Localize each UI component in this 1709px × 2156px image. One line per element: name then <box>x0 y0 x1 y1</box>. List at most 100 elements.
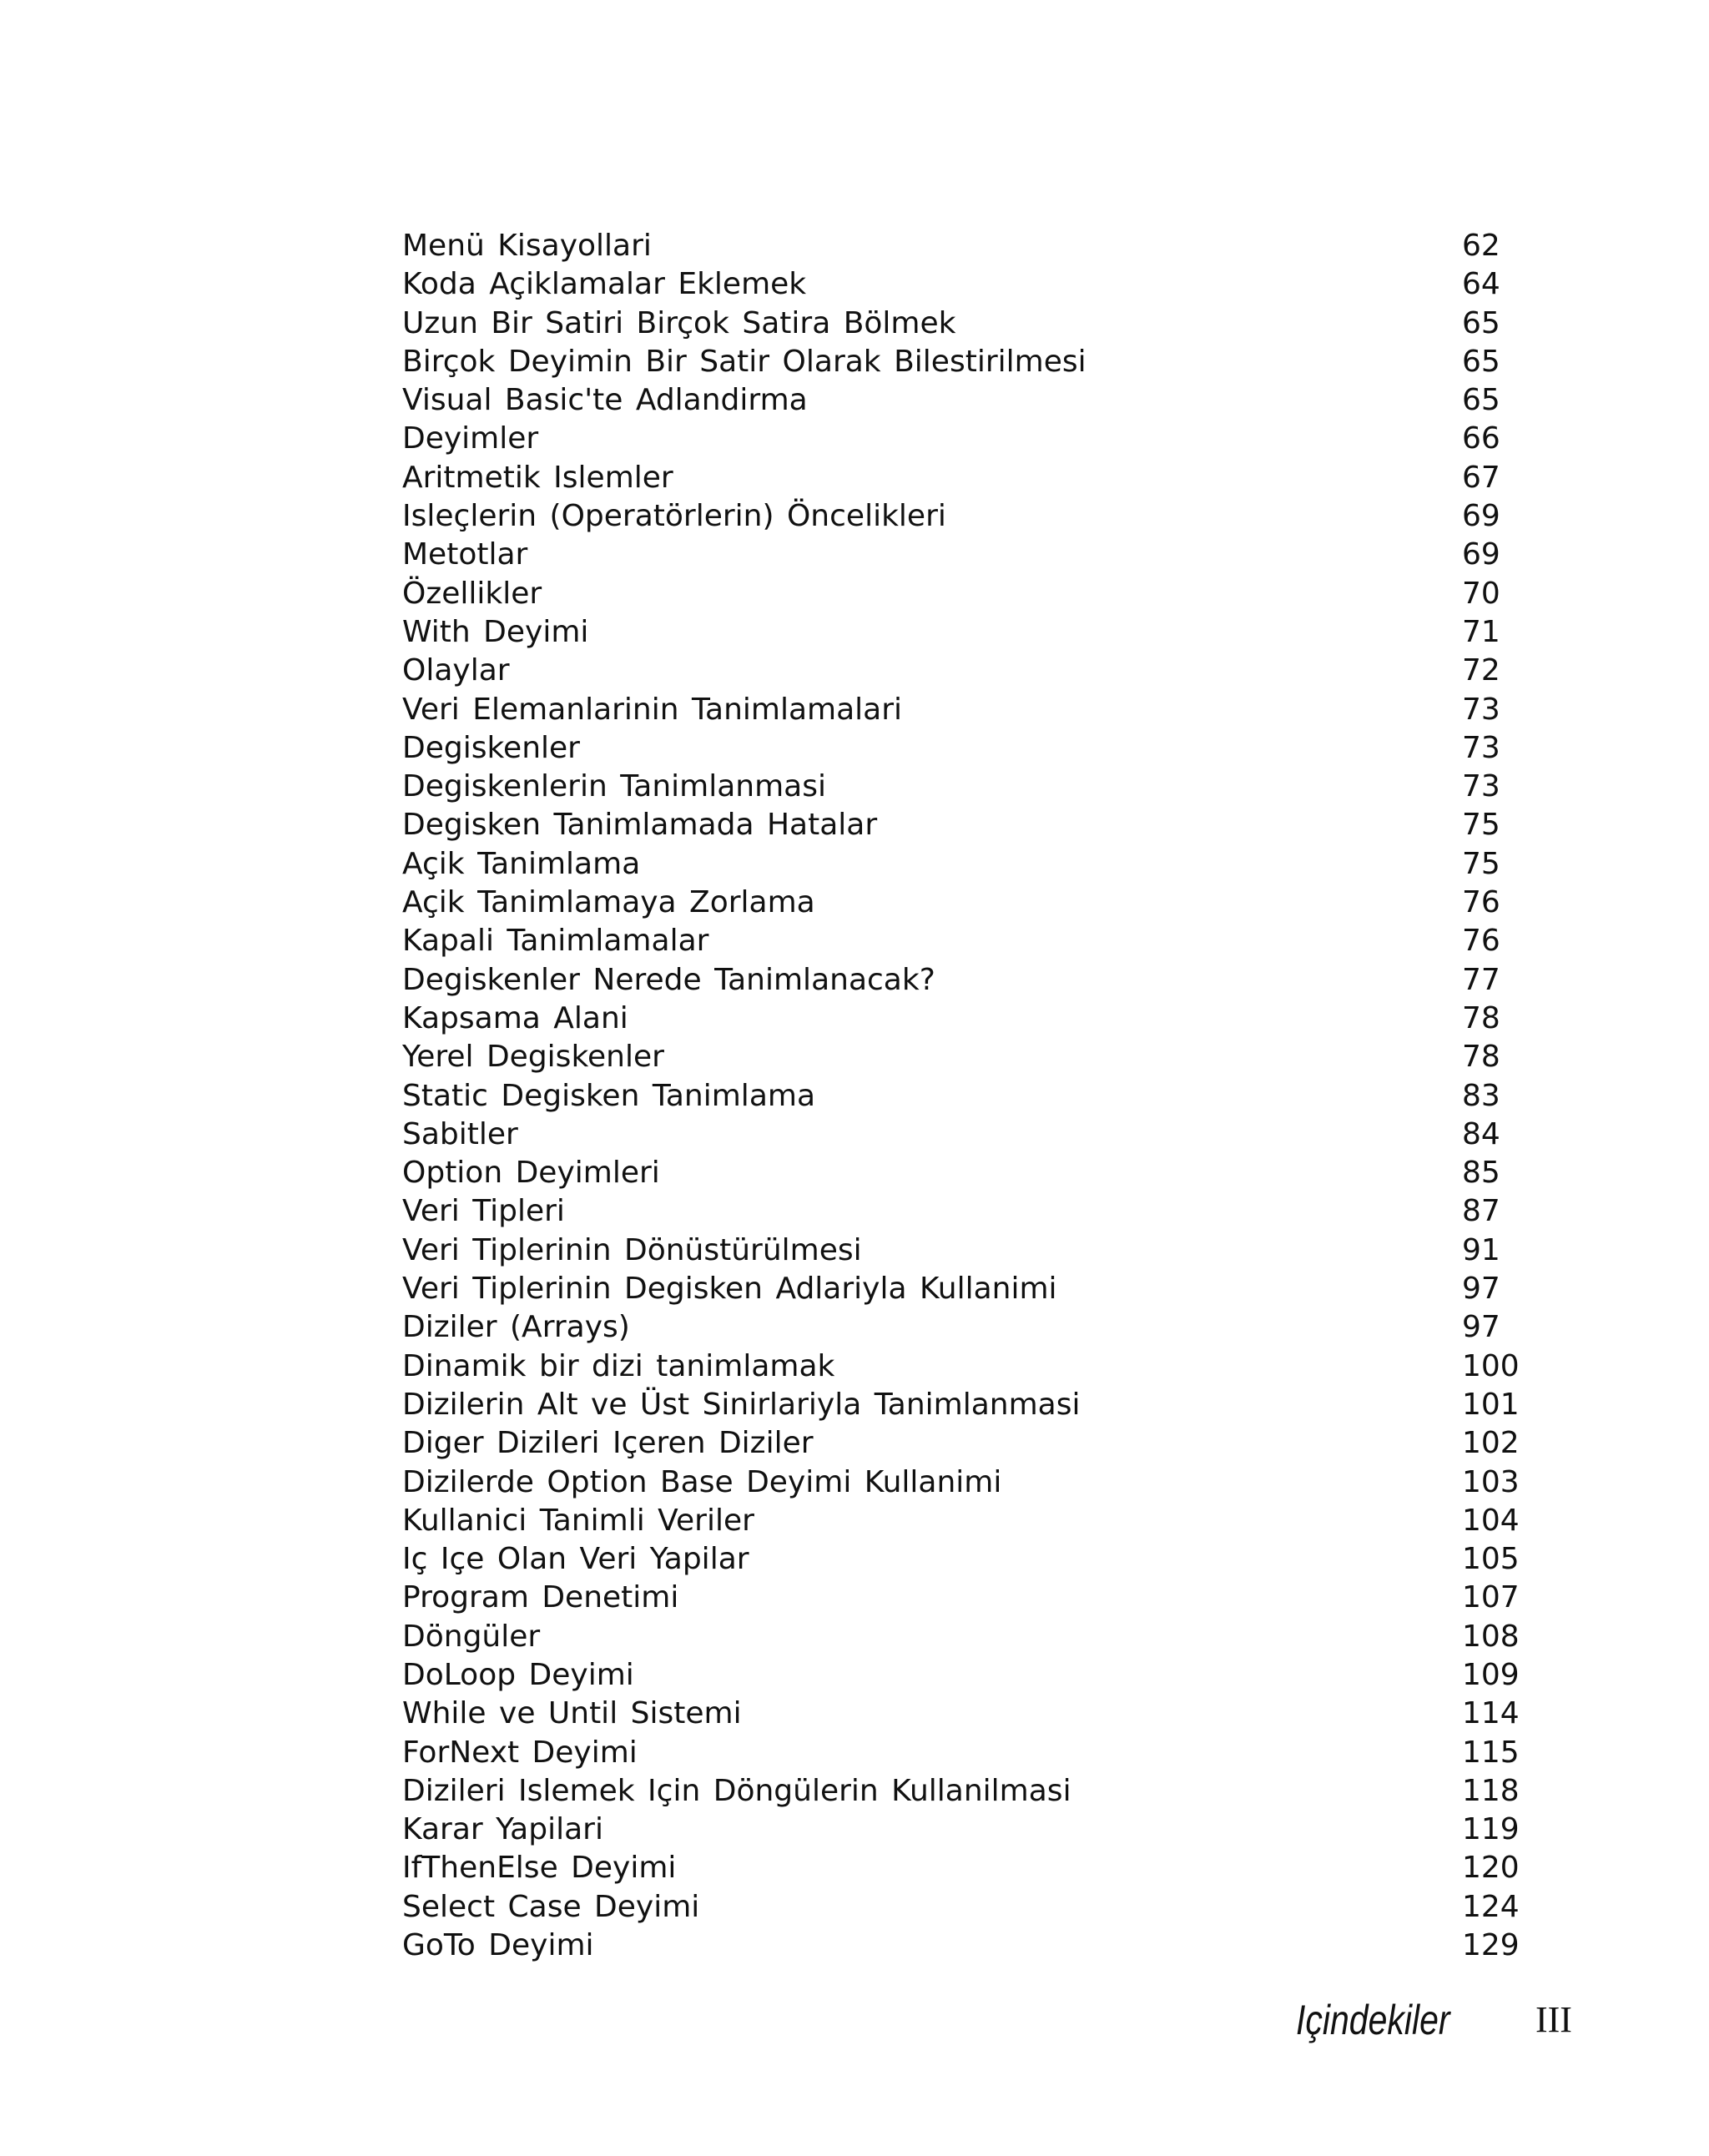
toc-entry-page: 65 <box>1462 305 1500 340</box>
toc-entry-page: 124 <box>1462 1889 1520 1924</box>
toc-entry-title: Dizilerin Alt ve Üst Sinirlariyla Taniml… <box>402 1387 1081 1422</box>
toc-entry-title: Sabitler <box>402 1116 518 1151</box>
toc-entry-title: Birçok Deyimin Bir Satir Olarak Bilestir… <box>402 344 1086 379</box>
toc-entry-page: 62 <box>1462 229 1500 263</box>
toc-entry-title: Kapali Tanimlamalar <box>402 924 709 959</box>
toc-entry-title: Dinamik bir dizi tanimlamak <box>402 1348 835 1383</box>
toc-entry-title: Select Case Deyimi <box>402 1889 700 1924</box>
toc-entry-title: Açik Tanimlamaya Zorlama <box>402 885 815 920</box>
toc-entry-title: ForNext Deyimi <box>402 1735 638 1770</box>
toc-entry: Diger Dizileri Içeren Diziler 102 <box>402 1424 1537 1463</box>
toc-entry-page: 73 <box>1462 730 1500 765</box>
toc-entry-page: 100 <box>1462 1348 1520 1383</box>
toc-entry-page: 114 <box>1462 1696 1520 1731</box>
toc-entry-title: Dizileri Islemek Için Döngülerin Kullani… <box>402 1773 1071 1808</box>
toc-entry: Veri Elemanlarinin Tanimlamalari 73 <box>402 691 1537 729</box>
toc-entry: Metotlar 69 <box>402 536 1537 574</box>
page-number: III <box>1535 1999 1572 2040</box>
toc-entry-title: Degiskenler <box>402 730 580 765</box>
toc-entry-title: Olaylar <box>402 653 510 688</box>
toc-entry-page: 109 <box>1462 1657 1520 1692</box>
toc-entry-page: 83 <box>1462 1078 1500 1113</box>
toc-entry: Degiskenler Nerede Tanimlanacak? 77 <box>402 961 1537 1000</box>
toc-entry-title: Döngüler <box>402 1619 541 1654</box>
toc-entry-page: 64 <box>1462 267 1500 302</box>
toc-entry-title: Kapsama Alani <box>402 1000 628 1035</box>
toc-entry: Visual Basic'te Adlandirma 65 <box>402 381 1537 420</box>
toc-entry: Özellikler 70 <box>402 575 1537 613</box>
toc-entry-page: 108 <box>1462 1619 1520 1654</box>
toc-entry: Degiskenler 73 <box>402 729 1537 768</box>
toc-entry-page: 72 <box>1462 653 1500 688</box>
toc-entry: Açik Tanimlama 75 <box>402 845 1537 884</box>
toc-entry-title: Veri Tiplerinin Dönüstürülmesi <box>402 1232 862 1267</box>
toc-entry: Veri Tiplerinin Dönüstürülmesi 91 <box>402 1232 1537 1270</box>
toc-entry: Dizilerin Alt ve Üst Sinirlariyla Taniml… <box>402 1386 1537 1424</box>
toc-entry-page: 104 <box>1462 1503 1520 1538</box>
toc-entry-title: Karar Yapilari <box>402 1812 603 1847</box>
toc-entry: Program Denetimi 107 <box>402 1579 1537 1617</box>
toc-entry-page: 71 <box>1462 614 1500 649</box>
toc-entry: Koda Açiklamalar Eklemek 64 <box>402 265 1537 304</box>
toc-entry-page: 105 <box>1462 1542 1520 1577</box>
toc-entry: Static Degisken Tanimlama 83 <box>402 1077 1537 1116</box>
toc-entry-page: 78 <box>1462 1040 1500 1075</box>
toc-entry-title: Menü Kisayollari <box>402 229 652 263</box>
toc-entry-title: Uzun Bir Satiri Birçok Satira Bölmek <box>402 305 956 340</box>
toc-entry-page: 118 <box>1462 1773 1520 1808</box>
toc-entry-title: Degiskenlerin Tanimlanmasi <box>402 769 826 804</box>
toc-entry: Veri Tipleri 87 <box>402 1192 1537 1231</box>
toc-entry-page: 97 <box>1462 1272 1500 1307</box>
toc-entry: Kapali Tanimlamalar 76 <box>402 922 1537 960</box>
toc-entry: Diziler (Arrays) 97 <box>402 1308 1537 1347</box>
toc-entry: Uzun Bir Satiri Birçok Satira Bölmek 65 <box>402 305 1537 343</box>
toc-entry: Kullanici Tanimli Veriler 104 <box>402 1502 1537 1540</box>
toc-entry-page: 65 <box>1462 383 1500 418</box>
toc-entry-title: Isleçlerin (Operatörlerin) Öncelikleri <box>402 499 946 534</box>
toc-entry-page: 97 <box>1462 1310 1500 1345</box>
toc-entry-title: IfThenElse Deyimi <box>402 1851 677 1886</box>
toc-entry-page: 119 <box>1462 1812 1520 1847</box>
toc-entry-title: Kullanici Tanimli Veriler <box>402 1503 754 1538</box>
toc-entry-title: Visual Basic'te Adlandirma <box>402 383 808 418</box>
toc-entry-title: Veri Tipleri <box>402 1194 565 1229</box>
toc-entry: Isleçlerin (Operatörlerin) Öncelikleri 69 <box>402 497 1537 536</box>
toc-entry: Karar Yapilari 119 <box>402 1811 1537 1849</box>
toc-entry-title: Açik Tanimlama <box>402 846 641 881</box>
toc-entry: Deyimler 66 <box>402 420 1537 458</box>
toc-entry-title: Koda Açiklamalar Eklemek <box>402 267 807 302</box>
toc-entry-page: 84 <box>1462 1116 1500 1151</box>
toc-entry-title: Yerel Degiskenler <box>402 1040 664 1075</box>
toc-entry: Dizileri Islemek Için Döngülerin Kullani… <box>402 1772 1537 1811</box>
toc-entry: Açik Tanimlamaya Zorlama 76 <box>402 884 1537 922</box>
toc-entry: Iç Içe Olan Veri Yapilar 105 <box>402 1540 1537 1579</box>
toc-entry: Dizilerde Option Base Deyimi Kullanimi 10… <box>402 1463 1537 1502</box>
toc-entry-page: 120 <box>1462 1851 1520 1886</box>
toc-entry-title: Aritmetik Islemler <box>402 460 673 495</box>
toc-entry: Sabitler 84 <box>402 1116 1537 1154</box>
toc-entry-title: Özellikler <box>402 576 542 611</box>
toc-entry-title: Veri Tiplerinin Degisken Adlariyla Kulla… <box>402 1272 1057 1307</box>
toc-entry-page: 67 <box>1462 460 1500 495</box>
toc-entry-title: GoTo Deyimi <box>402 1928 594 1963</box>
toc-entry-title: Degisken Tanimlamada Hatalar <box>402 808 878 843</box>
toc-entry-page: 77 <box>1462 962 1500 997</box>
toc-entry-page: 78 <box>1462 1000 1500 1035</box>
toc-entry-page: 65 <box>1462 344 1500 379</box>
toc-entry: Olaylar 72 <box>402 652 1537 690</box>
toc-entry-page: 87 <box>1462 1194 1500 1229</box>
toc-entry-page: 69 <box>1462 499 1500 534</box>
toc-entry: Veri Tiplerinin Degisken Adlariyla Kulla… <box>402 1270 1537 1308</box>
toc-entry: Menü Kisayollari 62 <box>402 227 1537 265</box>
toc-entry-page: 101 <box>1462 1387 1520 1422</box>
toc-entry-title: Diziler (Arrays) <box>402 1310 630 1345</box>
toc-entry: Select Case Deyimi 124 <box>402 1888 1537 1927</box>
toc-entry: Aritmetik Islemler 67 <box>402 459 1537 497</box>
toc-entry-page: 75 <box>1462 846 1500 881</box>
toc-entry: ForNext Deyimi 115 <box>402 1734 1537 1772</box>
toc-entry: With Deyimi 71 <box>402 613 1537 652</box>
toc-entry-page: 115 <box>1462 1735 1520 1770</box>
toc-entry: Yerel Degiskenler 78 <box>402 1038 1537 1076</box>
toc-entry-title: Static Degisken Tanimlama <box>402 1078 816 1113</box>
toc-entry-title: Program Denetimi <box>402 1580 679 1615</box>
